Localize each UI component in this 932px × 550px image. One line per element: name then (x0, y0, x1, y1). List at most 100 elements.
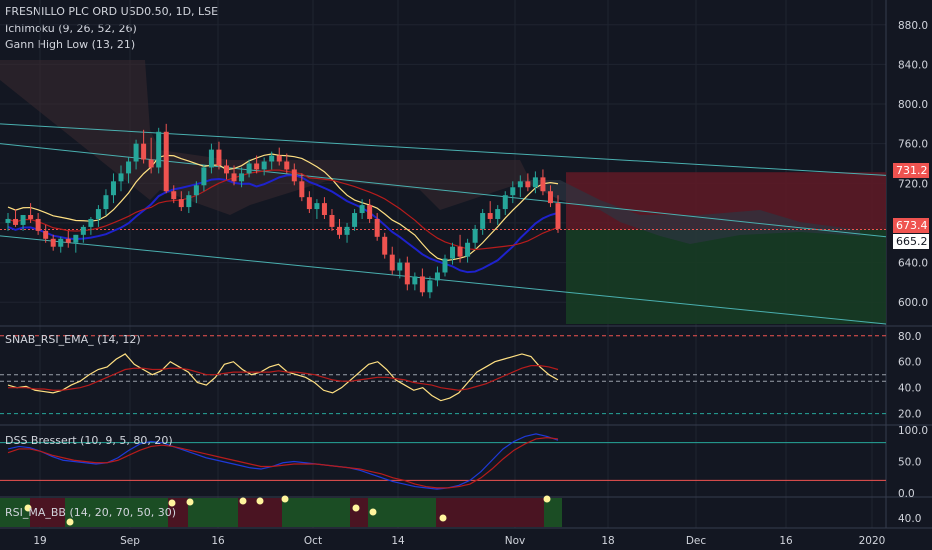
rsi-ma-bb-band (544, 498, 562, 527)
candle-body (50, 238, 56, 247)
candle-body (450, 246, 456, 259)
dss-tick-label: 100.0 (898, 425, 928, 437)
candle-body (73, 234, 79, 243)
candle-body (314, 203, 320, 210)
rsi-series-line (8, 365, 559, 391)
candle-body (389, 254, 395, 271)
y-tick-label: 640.0 (898, 258, 928, 270)
rsi-ma-bb-band (188, 498, 238, 527)
candle-body (465, 242, 471, 257)
candle-body (555, 203, 561, 229)
candle-body (148, 159, 154, 168)
x-tick-label: 16 (211, 535, 225, 547)
panel-rsi-ma-bb-label[interactable]: RSI_MA_BB (14, 20, 70, 50, 30) (5, 506, 177, 519)
signal-dot (239, 497, 247, 505)
signal-dot (439, 514, 447, 522)
rsi-ma-bb-band (65, 498, 168, 527)
candle-body (28, 215, 34, 219)
candle-body (344, 226, 350, 235)
candle-body (178, 199, 184, 208)
candle-body (103, 195, 109, 210)
candle-body (306, 197, 312, 210)
trend-channel-line (0, 235, 887, 325)
dss-series-line (7, 437, 559, 489)
candle-body (434, 272, 440, 281)
trend-channel-line (0, 143, 887, 238)
signal-dot (281, 495, 289, 503)
x-tick-label: Dec (686, 535, 707, 547)
candle-body (487, 213, 493, 219)
y-tick-label: 600.0 (898, 297, 928, 309)
candle-body (65, 238, 71, 243)
x-tick-label: 19 (33, 535, 46, 547)
dss-tick-label: 0.0 (898, 488, 915, 500)
candle-body (532, 177, 538, 188)
signal-dot (168, 499, 176, 507)
y-tick-label: 760.0 (898, 139, 928, 151)
candle-body (20, 215, 26, 225)
candle-body (510, 187, 516, 196)
rsi-ma-bb-band (368, 498, 436, 527)
candle-body (171, 191, 177, 200)
price-tag-upper: 731.2 (893, 163, 929, 178)
ichimoku-cloud-future (520, 180, 860, 244)
candle-body (329, 215, 335, 227)
candle-body (502, 195, 508, 210)
indicator-gann-label[interactable]: Gann High Low (13, 21) (5, 38, 136, 51)
x-tick-label: Sep (120, 535, 140, 547)
signal-dot (24, 504, 32, 512)
candle-body (201, 167, 207, 186)
rsi-ma-bb-band (350, 498, 368, 527)
candle-body (13, 218, 19, 225)
candle-body (246, 163, 252, 174)
candle-body (118, 173, 124, 182)
candle-body (525, 181, 531, 188)
x-tick-label: Oct (304, 535, 322, 547)
kijun-line (7, 174, 559, 274)
candle-body (442, 258, 448, 273)
candle-body (193, 185, 199, 196)
candle-body (472, 228, 478, 243)
candle-body (495, 209, 501, 219)
candle-body (216, 149, 222, 166)
candle-body (291, 169, 297, 182)
candle-body (95, 209, 101, 219)
candle-body (110, 181, 116, 196)
candle-body (547, 191, 553, 204)
candle-body (419, 276, 425, 293)
signal-dot (352, 504, 360, 512)
rsi-tick-label: 80.0 (898, 331, 921, 343)
candle-body (359, 205, 365, 214)
candle-body (43, 230, 49, 239)
candle-body (427, 280, 433, 293)
trend-channel-line (0, 123, 887, 176)
panel-rsi-ema-label[interactable]: SNAB_RSI_EMA_ (14, 12) (5, 333, 141, 346)
candle-body (208, 149, 214, 168)
rsi-ma-bb-tick-label: 40.0 (898, 513, 921, 525)
panel-dss-label[interactable]: DSS Bressert (10, 9, 5, 80, 20) (5, 434, 173, 447)
rsi-tick-label: 20.0 (898, 409, 921, 421)
x-tick-label: 14 (391, 535, 405, 547)
rsi-ma-bb-band (436, 498, 544, 527)
candle-body (261, 161, 267, 170)
candle-body (5, 218, 11, 223)
take-profit-zone (566, 229, 886, 324)
rsi-tick-label: 60.0 (898, 357, 921, 369)
x-tick-label: 2020 (859, 535, 886, 547)
dss-series-line (7, 433, 559, 490)
rsi-ma-bb-band (30, 498, 65, 527)
y-tick-label: 800.0 (898, 99, 928, 111)
signal-dot (369, 508, 377, 516)
rsi-tick-label: 40.0 (898, 383, 921, 395)
candle-body (239, 173, 245, 182)
candle-body (186, 195, 192, 208)
rsi-ma-bb-band (282, 498, 350, 527)
candle-body (231, 173, 237, 182)
candle-body (223, 165, 229, 174)
candle-body (404, 262, 410, 285)
candle-body (58, 238, 64, 247)
candle-body (352, 213, 358, 227)
candle-body (254, 163, 260, 170)
candle-body (126, 161, 132, 174)
